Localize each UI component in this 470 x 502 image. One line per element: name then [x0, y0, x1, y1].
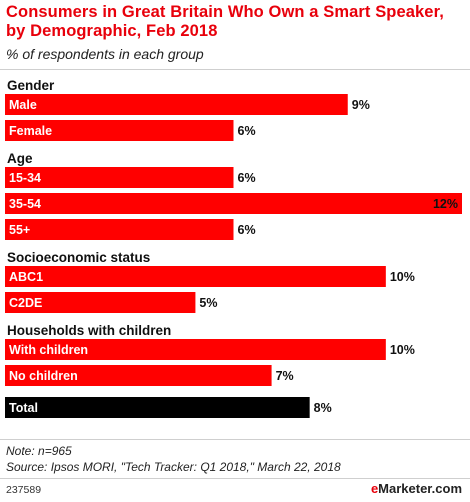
bar-label: Male — [9, 98, 37, 112]
bar-label: With children — [9, 343, 88, 357]
bar-label: C2DE — [9, 296, 42, 310]
value-label: 6% — [238, 124, 256, 138]
value-label: 9% — [352, 98, 370, 112]
value-label: 7% — [276, 369, 294, 383]
bar — [5, 167, 234, 188]
chart-subtitle: % of respondents in each group — [6, 46, 204, 62]
chart-title: Consumers in Great Britain Who Own a Sma… — [6, 3, 444, 40]
emarketer-logo: eMarketer.com — [370, 481, 462, 496]
bar-label: 55+ — [9, 223, 30, 237]
value-label: 12% — [433, 197, 458, 211]
bar-label: No children — [9, 369, 78, 383]
bar — [5, 219, 234, 240]
value-label: 6% — [238, 171, 256, 185]
value-label: 8% — [314, 401, 332, 415]
bar-label: 35-54 — [9, 197, 41, 211]
group-label: Age — [7, 151, 33, 166]
bar — [5, 94, 348, 115]
bar-label: Female — [9, 124, 52, 138]
value-label: 10% — [390, 270, 415, 284]
bar — [5, 266, 386, 287]
group-label: Socioeconomic status — [7, 250, 150, 265]
bar — [5, 292, 196, 313]
bar — [5, 193, 462, 214]
group-label: Households with children — [7, 323, 171, 338]
top-divider — [0, 69, 470, 70]
bar-label: Total — [9, 401, 38, 415]
bar — [5, 397, 310, 418]
value-label: 6% — [238, 223, 256, 237]
bar-label: ABC1 — [9, 270, 43, 284]
bar — [5, 339, 386, 360]
value-label: 5% — [199, 296, 217, 310]
chart-id: 237589 — [6, 484, 42, 496]
footer-divider — [0, 478, 470, 479]
value-label: 10% — [390, 343, 415, 357]
bottom-divider — [0, 439, 470, 440]
group-label: Gender — [7, 78, 55, 93]
bar-chart: Gender Male 9% Female 6% Age 15-34 6% 35-54 12% 55… — [5, 78, 462, 418]
bar — [5, 120, 234, 141]
bar-label: 15-34 — [9, 171, 41, 185]
bar — [5, 365, 272, 386]
source-text: Source: Ipsos MORI, "Tech Tracker: Q1 20… — [6, 460, 341, 474]
note-text: Note: n=965 — [6, 444, 72, 458]
